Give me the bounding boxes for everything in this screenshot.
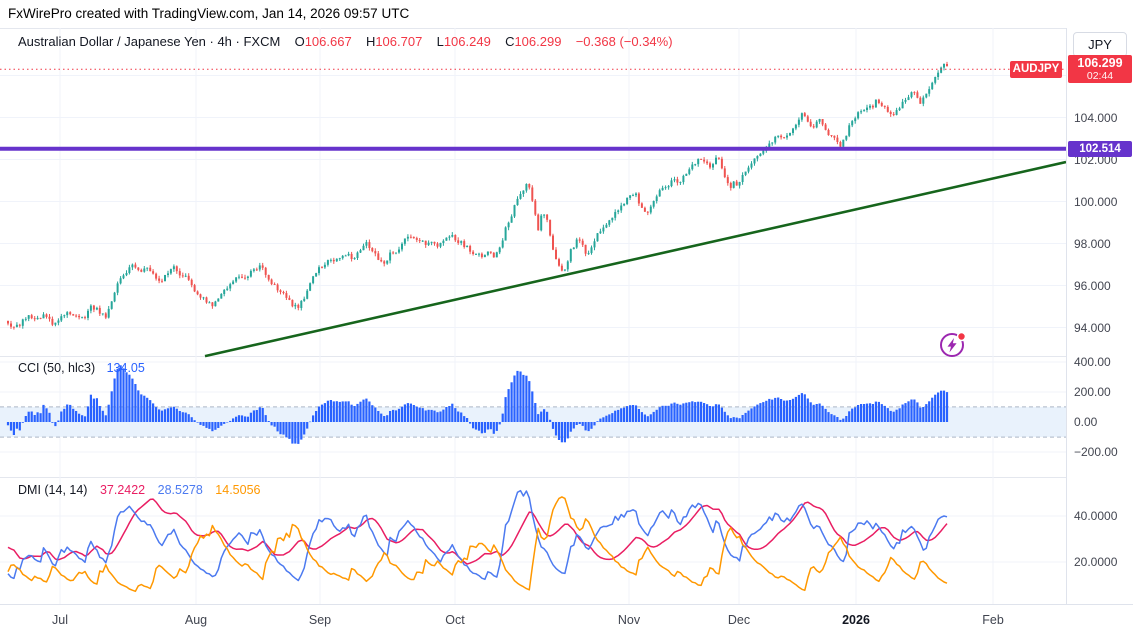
last-price-symbol-tag: AUDJPY: [1010, 60, 1062, 78]
cci-title: CCI (50, hlc3): [18, 361, 96, 375]
price-axis-label: 94.000: [1074, 320, 1111, 335]
currency-button[interactable]: JPY: [1073, 32, 1127, 57]
ohlc-high-value: 106.707: [375, 34, 423, 49]
time-axis-label-2026: 2026: [842, 613, 870, 627]
time-axis-label-sep: Sep: [308, 613, 332, 627]
ohlc-low-value: 106.249: [443, 34, 491, 49]
panel-divider-cci: [0, 356, 1133, 357]
topbar-divider: [0, 28, 1133, 29]
time-axis-label-feb: Feb: [982, 613, 1004, 627]
price-axis-label: 40.0000: [1074, 509, 1118, 523]
time-axis-label-aug: Aug: [184, 613, 208, 627]
cci-value: 134.05: [106, 361, 145, 375]
ohlc-high-label: H: [365, 34, 376, 49]
time-axis-label-nov: Nov: [617, 613, 641, 627]
last-price-badge: 106.299 02:44: [1068, 55, 1132, 84]
watermark-caption: FxWirePro created with TradingView.com, …: [8, 6, 410, 21]
ohlc-close-label: C: [505, 34, 515, 49]
time-axis-label-dec: Dec: [727, 613, 751, 627]
price-axis-label: 20.0000: [1074, 555, 1118, 569]
price-axis-label: 200.00: [1074, 384, 1111, 399]
price-axis-label: 400.00: [1074, 354, 1111, 369]
dmi-adx-value: 37.2422: [99, 483, 146, 497]
price-axis-label: 96.000: [1074, 278, 1111, 293]
price-axis-label: 98.000: [1074, 236, 1111, 251]
ohlc-close-value: 106.299: [514, 34, 562, 49]
time-axis[interactable]: Jul Aug Sep Oct Nov Dec 2026 Feb: [0, 604, 1133, 637]
price-axis-label: 0.00: [1074, 415, 1098, 429]
change-value: −0.368 (−0.34%): [575, 34, 673, 49]
bar-countdown: 02:44: [1086, 70, 1114, 83]
time-axis-label-jul: Jul: [52, 613, 68, 627]
dmi-plus-di-value: 28.5278: [157, 483, 203, 497]
support-level-badge: 102.514: [1068, 140, 1132, 157]
dmi-title: DMI (14, 14): [18, 483, 88, 497]
symbol-title: Australian Dollar / Japanese Yen · 4h · …: [18, 34, 281, 49]
chart-canvas[interactable]: [0, 0, 1066, 637]
dmi-legend: DMI (14, 14) 37.2422 28.5278 14.5056: [18, 483, 260, 497]
price-axis-label: 104.000: [1074, 110, 1118, 125]
panel-divider-dmi: [0, 477, 1133, 478]
symbol-legend: Australian Dollar / Japanese Yen · 4h · …: [18, 34, 673, 49]
ohlc-low-label: L: [436, 34, 444, 49]
last-price-value: 106.299: [1077, 56, 1123, 71]
price-axis[interactable]: JPY 106.299 02:44 102.514 104.000 102.000…: [1066, 28, 1133, 637]
ohlc-open-value: 106.667: [304, 34, 352, 49]
dmi-minus-di-value: 14.5056: [215, 483, 261, 497]
time-axis-label-oct: Oct: [445, 613, 465, 627]
ohlc-open-label: O: [294, 34, 305, 49]
price-axis-label: 100.000: [1074, 194, 1118, 209]
price-axis-label: −200.00: [1074, 445, 1118, 460]
cci-legend: CCI (50, hlc3) 134.05: [18, 361, 145, 375]
flash-alert-icon[interactable]: [936, 328, 970, 362]
